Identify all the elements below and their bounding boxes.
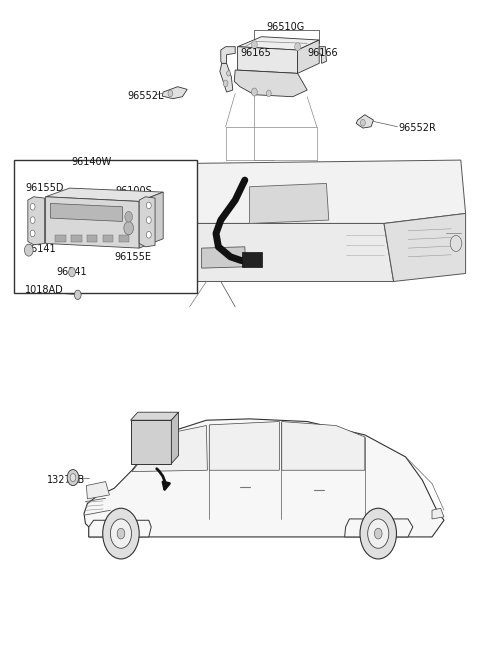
Text: 96165: 96165 xyxy=(240,49,271,58)
Text: 96141: 96141 xyxy=(57,267,87,277)
Polygon shape xyxy=(220,63,233,92)
Bar xyxy=(131,420,171,464)
Circle shape xyxy=(30,203,35,210)
Circle shape xyxy=(146,231,151,238)
Polygon shape xyxy=(162,87,187,99)
Circle shape xyxy=(227,71,230,76)
Circle shape xyxy=(24,244,33,256)
Circle shape xyxy=(30,230,35,237)
Polygon shape xyxy=(432,508,444,519)
Circle shape xyxy=(70,474,76,482)
Circle shape xyxy=(295,43,300,51)
Polygon shape xyxy=(86,482,109,499)
Polygon shape xyxy=(28,197,45,245)
Circle shape xyxy=(223,80,228,87)
Circle shape xyxy=(168,90,173,97)
Polygon shape xyxy=(132,426,207,472)
Bar xyxy=(103,235,113,242)
Circle shape xyxy=(117,528,125,539)
Polygon shape xyxy=(238,47,298,73)
Polygon shape xyxy=(190,223,394,281)
Polygon shape xyxy=(139,192,163,248)
Polygon shape xyxy=(132,450,144,462)
Polygon shape xyxy=(221,47,235,63)
Polygon shape xyxy=(234,70,307,97)
Polygon shape xyxy=(384,213,466,281)
Bar xyxy=(71,235,82,242)
Text: 96552R: 96552R xyxy=(398,123,436,133)
Text: 96155E: 96155E xyxy=(114,252,151,261)
Polygon shape xyxy=(46,188,163,201)
Text: 96141: 96141 xyxy=(25,245,56,254)
Polygon shape xyxy=(250,183,329,223)
Polygon shape xyxy=(345,519,413,537)
Text: 1018AD: 1018AD xyxy=(25,285,64,295)
Polygon shape xyxy=(46,197,139,248)
Polygon shape xyxy=(298,40,319,73)
Text: 96100S: 96100S xyxy=(115,186,152,195)
Circle shape xyxy=(252,88,257,96)
Circle shape xyxy=(266,90,271,97)
Circle shape xyxy=(125,211,132,222)
Circle shape xyxy=(146,217,151,223)
Bar xyxy=(242,252,262,267)
Polygon shape xyxy=(139,197,155,247)
Bar xyxy=(55,235,66,242)
Circle shape xyxy=(30,217,35,223)
Circle shape xyxy=(252,41,257,49)
Circle shape xyxy=(74,290,81,299)
Polygon shape xyxy=(84,419,444,537)
Text: 96552L: 96552L xyxy=(127,91,164,101)
Text: 96166: 96166 xyxy=(307,49,338,58)
Text: 96140W: 96140W xyxy=(71,157,111,167)
Text: 1327CB: 1327CB xyxy=(47,475,85,484)
Bar xyxy=(14,160,197,293)
Polygon shape xyxy=(131,412,179,420)
Polygon shape xyxy=(89,520,151,537)
Text: 96510G: 96510G xyxy=(266,22,305,31)
Bar xyxy=(87,235,97,242)
Text: 96155D: 96155D xyxy=(25,183,63,193)
Bar xyxy=(119,235,129,242)
Circle shape xyxy=(450,235,462,251)
Polygon shape xyxy=(190,160,466,223)
Polygon shape xyxy=(50,203,122,221)
Circle shape xyxy=(69,267,75,277)
Circle shape xyxy=(124,221,133,235)
Circle shape xyxy=(360,508,396,559)
Polygon shape xyxy=(319,47,326,63)
Polygon shape xyxy=(282,422,365,470)
Circle shape xyxy=(67,470,79,486)
Polygon shape xyxy=(238,37,319,50)
Circle shape xyxy=(368,519,389,548)
Polygon shape xyxy=(171,412,179,464)
Text: 96390: 96390 xyxy=(146,432,177,442)
Polygon shape xyxy=(209,422,279,470)
Polygon shape xyxy=(202,247,246,268)
Circle shape xyxy=(103,508,139,559)
Circle shape xyxy=(146,202,151,209)
Polygon shape xyxy=(356,115,373,128)
Circle shape xyxy=(110,519,132,548)
Circle shape xyxy=(360,119,365,126)
Circle shape xyxy=(374,528,382,539)
